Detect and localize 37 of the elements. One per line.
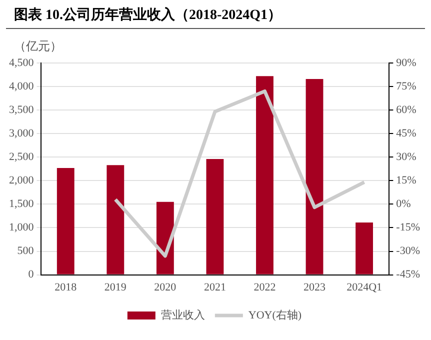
y2-tick-label: -30% <box>396 245 420 258</box>
y-tick-label: 2,500 <box>9 151 34 164</box>
y-tick-label: 3,000 <box>9 127 34 140</box>
x-tick-label: 2018 <box>54 281 78 294</box>
x-tick-label: 2020 <box>154 281 177 294</box>
legend-label: YOY(右轴) <box>248 308 302 322</box>
y2-tick-label: 30% <box>396 151 416 164</box>
bar <box>356 222 373 274</box>
x-tick-label: 2021 <box>204 281 226 294</box>
x-tick-label: 2022 <box>254 281 276 294</box>
bar <box>306 79 324 274</box>
bar <box>256 76 274 274</box>
y-tick-label: 1,500 <box>9 198 34 210</box>
y-tick-label: 2,000 <box>9 174 34 187</box>
y2-tick-label: -45% <box>396 268 420 281</box>
y-tick-label: 3,500 <box>9 104 34 116</box>
y2-tick-label: 15% <box>396 174 416 187</box>
y2-tick-label: 60% <box>396 104 416 116</box>
y-tick-label: 1,000 <box>9 222 34 234</box>
y-tick-label: 0 <box>28 268 34 281</box>
y-axis-title: （亿元） <box>14 39 62 54</box>
y-tick-label: 4,500 <box>9 56 34 69</box>
chart-title: 图表 10.公司历年营业收入（2018-2024Q1） <box>6 0 425 29</box>
x-tick-label: 2024Q1 <box>346 281 382 294</box>
y2-tick-label: 45% <box>396 127 416 140</box>
y-tick-label: 500 <box>17 245 34 258</box>
y-tick-label: 4,000 <box>9 80 34 92</box>
bar <box>106 165 124 274</box>
y2-tick-label: 0% <box>396 198 411 210</box>
x-tick-label: 2019 <box>104 281 127 294</box>
bar <box>56 168 74 274</box>
y2-tick-label: 75% <box>396 80 416 92</box>
legend-label: 营业收入 <box>160 308 205 322</box>
x-tick-label: 2023 <box>304 281 326 294</box>
bar <box>206 159 224 274</box>
y2-tick-label: 90% <box>396 56 416 69</box>
y2-tick-label: -15% <box>396 222 420 234</box>
